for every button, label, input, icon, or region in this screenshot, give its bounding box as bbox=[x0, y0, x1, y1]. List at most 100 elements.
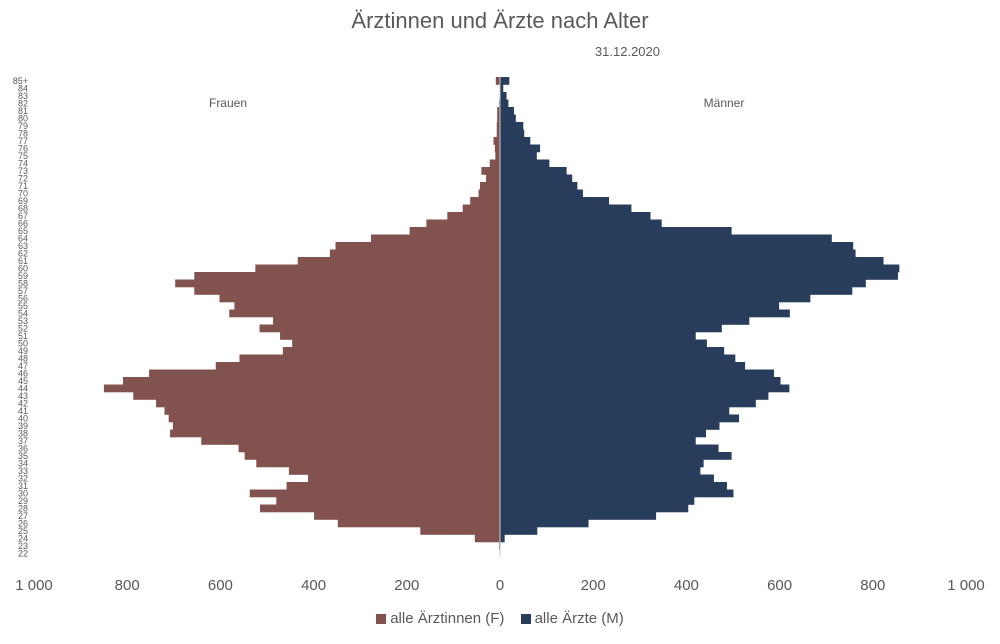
y-tick-label: 44 bbox=[18, 384, 28, 394]
bar-female-54 bbox=[229, 309, 500, 318]
y-tick-label: 73 bbox=[18, 166, 28, 176]
bar-female-36 bbox=[238, 444, 500, 453]
bar-female-42 bbox=[156, 399, 501, 408]
bar-female-47 bbox=[215, 362, 501, 370]
y-tick-label: 85+ bbox=[13, 76, 28, 86]
bar-female-69 bbox=[470, 197, 500, 205]
y-tick-label: 31 bbox=[18, 481, 28, 491]
bar-male-61 bbox=[500, 257, 884, 265]
bar-male-30 bbox=[500, 489, 734, 498]
bar-male-77 bbox=[500, 137, 531, 145]
y-tick-label: 71 bbox=[18, 181, 28, 191]
y-tick-label: 68 bbox=[18, 204, 28, 214]
y-tick-label: 80 bbox=[18, 114, 28, 124]
y-tick-label: 24 bbox=[18, 534, 28, 544]
bar-male-80 bbox=[500, 114, 516, 123]
bar-female-77 bbox=[493, 137, 500, 145]
x-tick-label: 600 bbox=[767, 577, 792, 594]
y-tick-label: 63 bbox=[18, 241, 28, 251]
bar-male-47 bbox=[500, 362, 746, 370]
legend: alle Ärztinnen (F) alle Ärzte (M) bbox=[0, 610, 1000, 627]
y-tick-label: 29 bbox=[18, 496, 28, 506]
bar-male-53 bbox=[500, 317, 750, 325]
y-tick-label: 47 bbox=[18, 361, 28, 371]
bar-male-78 bbox=[500, 129, 525, 138]
bar-male-41 bbox=[500, 407, 730, 415]
bar-male-56 bbox=[500, 294, 811, 303]
bar-female-79 bbox=[496, 122, 500, 130]
bar-female-39 bbox=[172, 422, 501, 430]
bar-female-25 bbox=[420, 527, 500, 535]
bar-female-57 bbox=[194, 287, 500, 295]
y-tick-label: 60 bbox=[18, 264, 28, 274]
legend-item-male: alle Ärzte (M) bbox=[520, 610, 624, 627]
x-tick-label: 400 bbox=[674, 577, 699, 594]
y-tick-label: 72 bbox=[18, 174, 28, 184]
bar-male-26 bbox=[500, 519, 589, 528]
bar-female-31 bbox=[286, 482, 500, 490]
bar-male-49 bbox=[500, 347, 725, 355]
bar-male-52 bbox=[500, 324, 722, 333]
x-tick-label: 1 000 bbox=[947, 577, 985, 594]
bar-female-62 bbox=[329, 249, 500, 258]
bar-male-35 bbox=[500, 452, 732, 460]
y-tick-label: 49 bbox=[18, 346, 28, 356]
chart-title: Ärztinnen und Ärzte nach Alter bbox=[351, 8, 649, 33]
bar-male-28 bbox=[500, 504, 689, 513]
y-tick-label: 37 bbox=[18, 436, 28, 446]
y-tick-label: 77 bbox=[18, 136, 28, 146]
y-tick-label: 82 bbox=[18, 99, 28, 109]
y-tick-label: 25 bbox=[18, 526, 28, 536]
bar-female-28 bbox=[260, 504, 500, 513]
legend-label-female: alle Ärztinnen (F) bbox=[390, 610, 505, 627]
bar-male-34 bbox=[500, 459, 704, 468]
bar-male-71 bbox=[500, 182, 578, 190]
x-tick-label: 800 bbox=[860, 577, 885, 594]
y-tick-label: 38 bbox=[18, 429, 28, 439]
bar-female-24 bbox=[474, 534, 500, 543]
bar-male-58 bbox=[500, 279, 866, 288]
y-tick-label: 69 bbox=[18, 196, 28, 206]
bar-male-25 bbox=[500, 527, 538, 535]
y-tick-label: 70 bbox=[18, 189, 28, 199]
bar-female-44 bbox=[103, 384, 501, 393]
legend-item-female: alle Ärztinnen (F) bbox=[376, 610, 504, 627]
bar-female-78 bbox=[496, 129, 500, 138]
y-tick-label: 53 bbox=[18, 316, 28, 326]
bar-male-68 bbox=[500, 204, 632, 213]
legend-label-male: alle Ärzte (M) bbox=[534, 610, 624, 627]
y-tick-label: 58 bbox=[18, 279, 28, 289]
bar-male-85+ bbox=[500, 77, 510, 85]
bar-female-45 bbox=[123, 377, 501, 385]
y-tick-label: 59 bbox=[18, 271, 28, 281]
bar-male-83 bbox=[500, 92, 507, 100]
bar-female-53 bbox=[273, 317, 500, 325]
y-tick-label: 50 bbox=[18, 339, 28, 349]
bar-female-76 bbox=[494, 144, 500, 153]
y-tick-label: 32 bbox=[18, 474, 28, 484]
bar-male-29 bbox=[500, 497, 695, 505]
legend-swatch-male bbox=[520, 614, 531, 624]
y-tick-label: 26 bbox=[18, 519, 28, 529]
y-tick-label: 23 bbox=[18, 541, 28, 551]
bar-female-32 bbox=[308, 474, 500, 483]
bar-male-65 bbox=[500, 227, 732, 235]
bar-female-81 bbox=[497, 107, 500, 115]
bar-female-46 bbox=[149, 369, 501, 378]
x-tick-label: 200 bbox=[581, 577, 606, 594]
bar-male-37 bbox=[500, 437, 696, 445]
bar-male-82 bbox=[500, 99, 509, 108]
bar-male-66 bbox=[500, 219, 662, 228]
y-tick-label: 57 bbox=[18, 286, 28, 296]
bar-female-61 bbox=[297, 257, 500, 265]
bar-male-51 bbox=[500, 332, 696, 340]
bar-female-68 bbox=[462, 204, 500, 213]
bar-female-59 bbox=[194, 272, 500, 280]
bar-male-59 bbox=[500, 272, 898, 280]
bar-female-63 bbox=[335, 242, 500, 250]
bar-male-24 bbox=[500, 534, 505, 543]
bar-female-50 bbox=[292, 339, 500, 348]
y-tick-label: 75 bbox=[18, 151, 28, 161]
bar-male-63 bbox=[500, 242, 854, 250]
bar-male-81 bbox=[500, 107, 514, 115]
